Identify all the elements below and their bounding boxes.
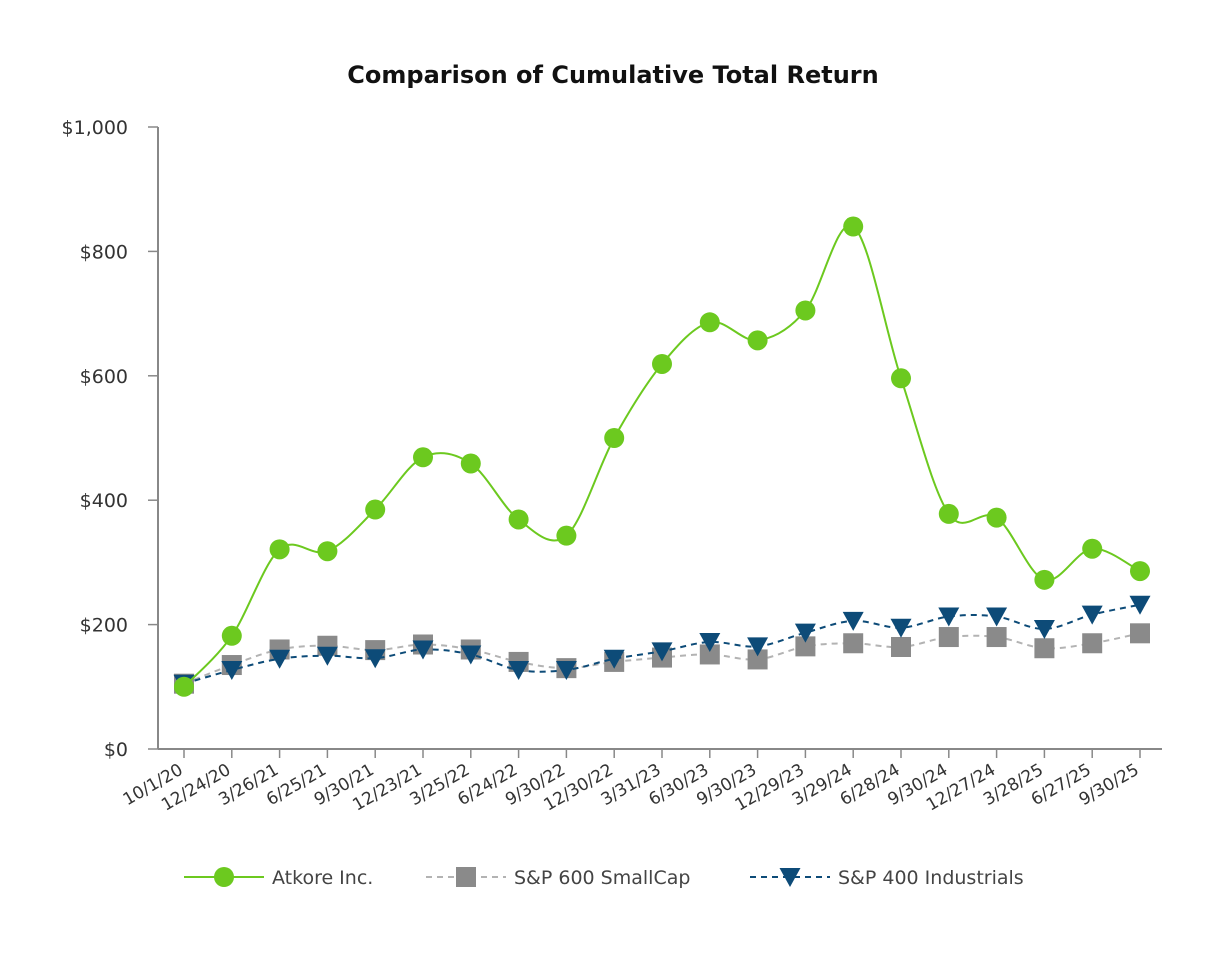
data-point-sp600-smallcap	[891, 636, 911, 657]
y-tick-label: $800	[80, 241, 128, 263]
data-point-atkore	[699, 312, 720, 333]
data-point-sp400-industrials	[269, 649, 291, 669]
data-point-atkore	[221, 625, 242, 646]
data-point-sp600-smallcap	[795, 636, 816, 657]
data-point-sp400-industrials	[221, 661, 243, 681]
data-point-sp400-industrials	[842, 611, 864, 631]
data-point-sp400-industrials	[412, 640, 434, 660]
data-point-atkore	[413, 447, 433, 468]
data-point-sp600-smallcap	[1034, 638, 1055, 659]
data-point-sp400-industrials	[986, 607, 1008, 627]
data-point-atkore	[1034, 569, 1055, 590]
data-point-atkore	[317, 541, 338, 562]
data-point-sp400-industrials	[603, 649, 625, 669]
data-point-atkore	[747, 330, 768, 351]
data-point-sp400-industrials	[651, 642, 673, 662]
data-point-sp600-smallcap	[843, 633, 864, 654]
y-tick-label: $400	[80, 490, 128, 512]
data-point-atkore	[1082, 538, 1103, 559]
data-point-sp600-smallcap	[699, 644, 720, 665]
data-point-atkore	[652, 353, 672, 374]
legend-item-sp400-industrials: S&P 400 Industrials	[750, 867, 1024, 889]
chart-title: Comparison of Cumulative Total Return	[347, 61, 878, 89]
series-line-atkore	[183, 224, 1141, 688]
data-point-sp600-smallcap	[986, 627, 1007, 648]
data-point-sp400-industrials	[1129, 595, 1151, 615]
legend: Atkore Inc. S&P 600 SmallCap S&P 400 Indus…	[184, 867, 1024, 889]
data-point-sp400-industrials	[794, 623, 816, 643]
data-point-sp400-industrials	[555, 661, 577, 681]
data-point-atkore	[556, 525, 577, 546]
y-tick-label: $1,000	[62, 117, 128, 139]
data-point-atkore	[795, 300, 816, 321]
y-tick-label: $0	[104, 739, 128, 761]
data-point-sp600-smallcap	[747, 649, 768, 670]
legend-label: S&P 400 Industrials	[838, 867, 1024, 889]
legend-label: S&P 600 SmallCap	[514, 867, 690, 889]
data-point-atkore	[365, 499, 386, 520]
legend-label: Atkore Inc.	[272, 867, 373, 889]
data-point-sp600-smallcap	[1130, 623, 1150, 644]
y-tick-label: $600	[80, 366, 128, 388]
data-point-sp400-industrials	[699, 633, 721, 653]
data-point-sp600-smallcap	[938, 627, 959, 648]
data-point-sp400-industrials	[316, 646, 338, 666]
legend-marker	[456, 867, 476, 887]
series-sp400-industrials	[173, 595, 1151, 694]
data-point-sp400-industrials	[364, 649, 386, 669]
data-point-atkore	[508, 509, 529, 530]
series-layer	[173, 216, 1151, 697]
legend-item-atkore: Atkore Inc.	[184, 867, 373, 889]
data-point-atkore	[604, 428, 625, 448]
data-point-atkore	[986, 507, 1007, 528]
data-point-sp400-industrials	[1081, 605, 1103, 625]
data-point-sp400-industrials	[938, 607, 960, 627]
axes: $0$200$400$600$800$1,00010/1/2012/24/203…	[62, 117, 1162, 816]
series-atkore	[174, 216, 1150, 697]
data-point-atkore	[269, 539, 290, 560]
data-point-sp400-industrials	[460, 645, 482, 665]
y-tick-label: $200	[80, 615, 128, 637]
data-point-atkore	[174, 676, 194, 697]
data-point-atkore	[891, 368, 911, 389]
legend-marker	[779, 868, 801, 887]
data-point-atkore	[1130, 561, 1150, 582]
data-point-sp400-industrials	[508, 661, 530, 681]
legend-item-sp600-smallcap: S&P 600 SmallCap	[426, 867, 690, 889]
data-point-sp400-industrials	[1033, 619, 1055, 639]
data-point-sp400-industrials	[747, 637, 769, 657]
data-point-atkore	[460, 453, 481, 474]
data-point-sp600-smallcap	[1082, 633, 1103, 654]
data-point-atkore	[938, 503, 959, 524]
data-point-atkore	[843, 216, 864, 237]
data-point-sp400-industrials	[890, 618, 912, 638]
legend-marker	[214, 867, 234, 887]
